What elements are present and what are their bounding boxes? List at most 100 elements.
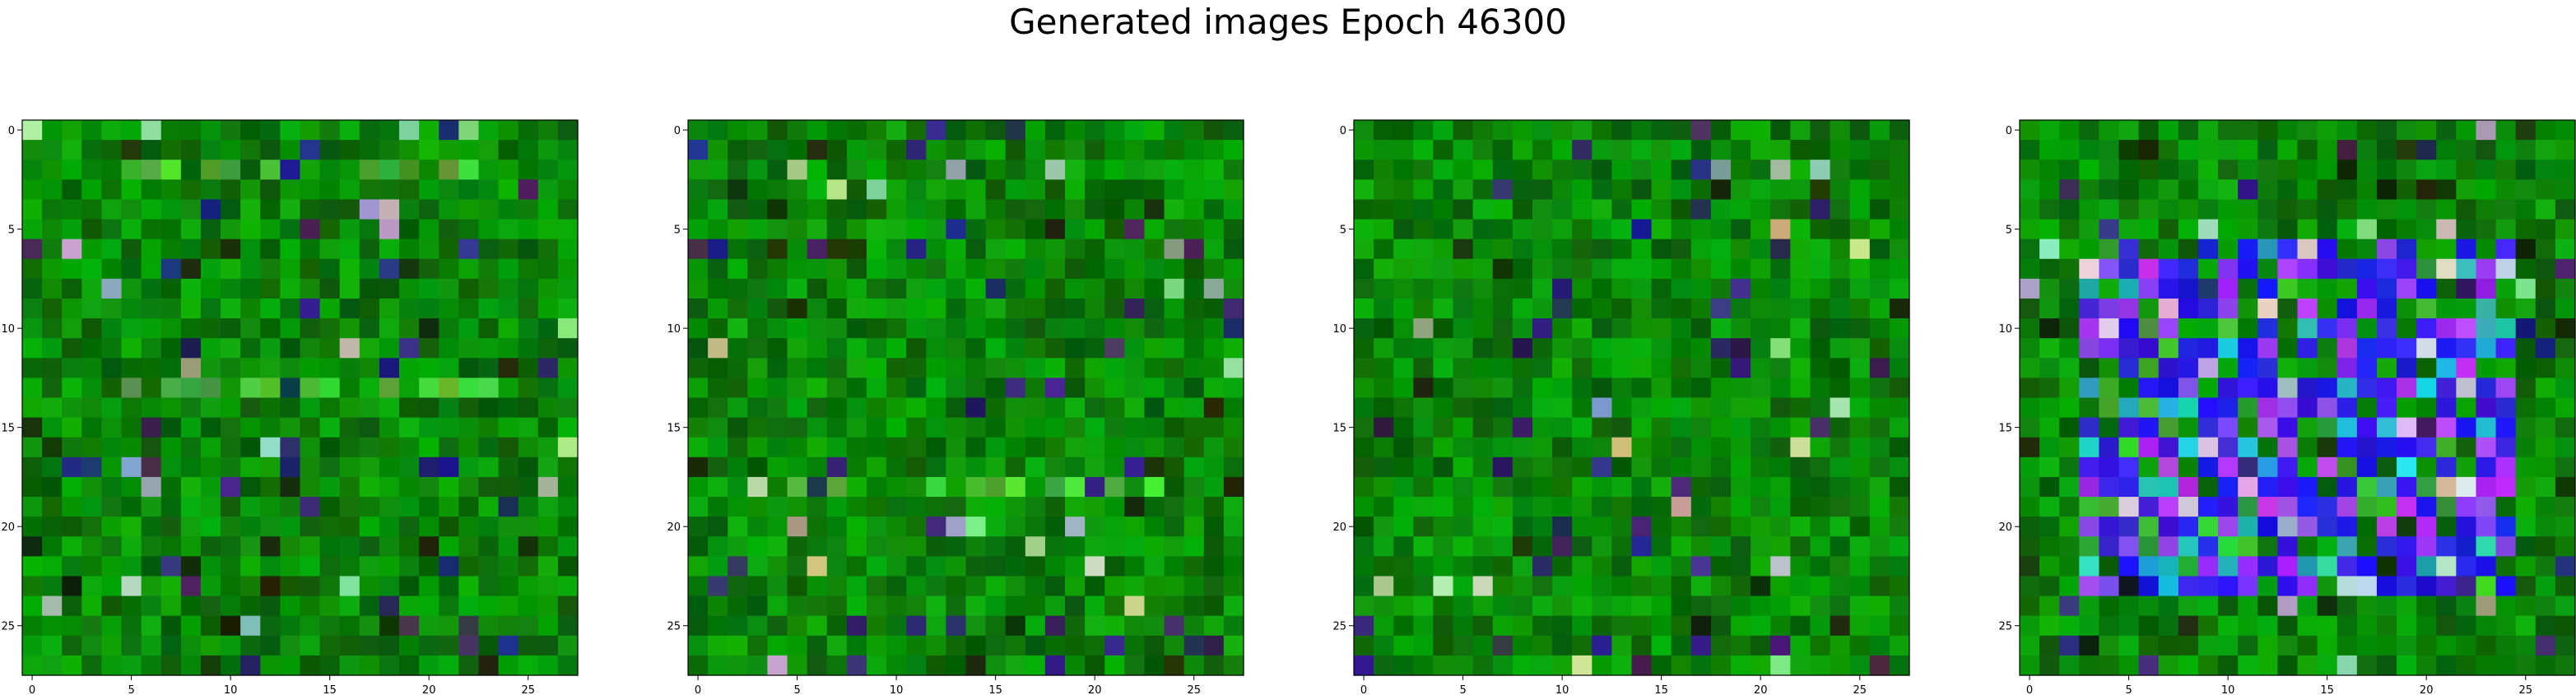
pixel-cell: [767, 278, 788, 299]
pixel-cell: [2238, 199, 2258, 220]
pixel-cell: [2376, 199, 2397, 220]
pixel-cell: [2476, 278, 2497, 299]
pixel-cell: [708, 199, 728, 220]
pixel-cell: [458, 476, 480, 498]
pixel-cell: [1144, 278, 1165, 299]
pixel-cell: [2178, 615, 2199, 637]
pixel-cell: [2495, 476, 2517, 498]
pixel-cell: [200, 179, 221, 201]
pixel-cell: [280, 615, 301, 637]
pixel-cell: [319, 278, 341, 299]
pixel-cell: [121, 556, 142, 577]
pixel-cell: [2079, 140, 2100, 160]
pixel-cell: [62, 258, 82, 280]
pixel-cell: [557, 318, 579, 339]
pixel-cell: [2118, 298, 2140, 319]
pixel-cell: [1413, 358, 1434, 378]
pixel-cell: [280, 476, 301, 498]
pixel-cell: [2138, 655, 2160, 676]
pixel-cell: [359, 497, 380, 517]
pixel-cell: [419, 595, 439, 617]
pixel-cell: [926, 437, 946, 458]
pixel-cell: [886, 120, 907, 141]
pixel-cell: [419, 318, 439, 339]
pixel-cell: [846, 635, 867, 656]
pixel-cell: [1374, 437, 1394, 458]
pixel-cell: [1810, 318, 1831, 339]
pixel-cell: [339, 635, 360, 656]
pixel-cell: [221, 437, 241, 458]
pixel-cell: [2456, 378, 2477, 399]
pixel-cell: [101, 635, 123, 656]
pixel-cell: [260, 358, 281, 378]
pixel-cell: [886, 497, 907, 517]
pixel-cell: [141, 199, 162, 220]
pixel-cell: [688, 655, 709, 676]
pixel-cell: [2197, 140, 2219, 160]
pixel-cell: [946, 278, 967, 299]
pixel-cell: [1085, 437, 1105, 458]
pixel-cell: [339, 278, 360, 299]
pixel-cell: [1005, 239, 1026, 260]
pixel-cell: [458, 120, 480, 141]
pixel-cell: [22, 397, 43, 419]
pixel-cell: [81, 258, 103, 280]
pixel-cell: [1611, 239, 1633, 260]
pixel-cell: [1413, 239, 1434, 260]
pixel-cell: [985, 437, 1007, 458]
pixel-cell: [1770, 318, 1791, 339]
pixel-cell: [1869, 595, 1890, 617]
pixel-cell: [2495, 140, 2517, 160]
pixel-cell: [300, 397, 321, 419]
pixel-cell: [518, 298, 539, 319]
pixel-cell: [2297, 278, 2318, 299]
pixel-cell: [200, 160, 221, 180]
pixel-cell: [1810, 635, 1831, 656]
pixel-cell: [1631, 278, 1653, 299]
y-tick-label: 10: [667, 323, 681, 336]
pixel-cell: [728, 595, 748, 617]
pixel-cell: [2317, 239, 2338, 260]
pixel-cell: [399, 556, 420, 577]
pixel-cell: [1223, 378, 1244, 399]
pixel-cell: [1124, 120, 1146, 141]
pixel-cell: [2515, 417, 2536, 438]
pixel-cell: [1354, 179, 1374, 201]
pixel-cell: [1631, 536, 1653, 557]
pixel-cell: [1005, 160, 1026, 180]
pixel-cell: [2416, 417, 2437, 438]
pixel-cell: [379, 120, 400, 141]
pixel-cell: [1374, 338, 1394, 359]
y-tick-label: 25: [1332, 621, 1346, 633]
pixel-cell: [1085, 318, 1105, 339]
pixel-cell: [221, 358, 241, 378]
pixel-cell: [160, 576, 182, 597]
pixel-cell: [2397, 595, 2417, 617]
pixel-cell: [1374, 298, 1394, 319]
pixel-cell: [339, 298, 360, 319]
pixel-cell: [2416, 298, 2437, 319]
pixel-cell: [2456, 140, 2477, 160]
pixel-cell: [2118, 140, 2140, 160]
pixel-cell: [478, 219, 500, 240]
pixel-cell: [2039, 456, 2060, 478]
pixel-cell: [2099, 378, 2120, 399]
pixel-cell: [1183, 120, 1205, 141]
pixel-cell: [787, 338, 808, 359]
pixel-cell: [1830, 140, 1851, 160]
pixel-cell: [1453, 576, 1474, 597]
pixel-cell: [946, 338, 967, 359]
pixel-cell: [2118, 239, 2140, 260]
pixel-cell: [1810, 576, 1831, 597]
pixel-cell: [747, 595, 769, 617]
pixel-cell: [926, 338, 946, 359]
pixel-cell: [1770, 576, 1791, 597]
pixel-cell: [1472, 517, 1494, 537]
pixel-cell: [121, 635, 142, 656]
pixel-cell: [2118, 456, 2140, 478]
pixel-cell: [2197, 199, 2219, 220]
pixel-cell: [1044, 160, 1066, 180]
pixel-cell: [1592, 120, 1612, 141]
pixel-cell: [439, 635, 459, 656]
pixel-cell: [1512, 338, 1533, 359]
